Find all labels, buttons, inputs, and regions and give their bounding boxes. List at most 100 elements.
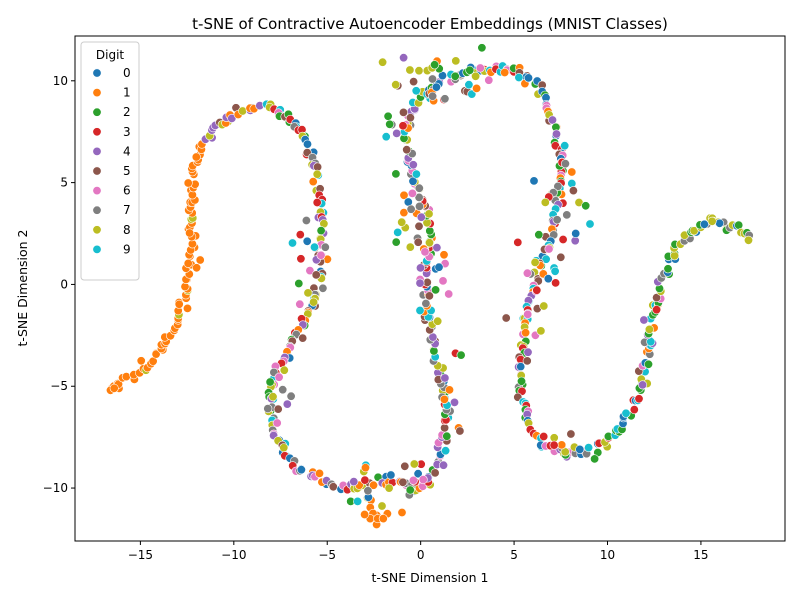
scatter-point [556, 252, 566, 262]
scatter-point [121, 372, 131, 382]
scatter-point [585, 219, 595, 229]
scatter-points [106, 43, 754, 529]
x-tick-label: −10 [221, 548, 246, 562]
scatter-point [405, 242, 415, 252]
scatter-point [553, 181, 563, 191]
legend-label: 0 [123, 66, 131, 80]
scatter-point [484, 75, 494, 85]
scatter-point [455, 426, 465, 436]
scatter-point [567, 167, 577, 177]
scatter-point [195, 255, 205, 265]
scatter-point [715, 218, 725, 228]
scatter-point [477, 43, 487, 53]
scatter-point [652, 305, 662, 315]
scatter-point [450, 71, 460, 81]
legend-marker [92, 205, 102, 215]
scatter-point [405, 113, 415, 123]
y-tick-label: −5 [50, 379, 68, 393]
scatter-point [449, 397, 459, 407]
scatter-point [183, 178, 193, 188]
scatter-point [634, 394, 644, 404]
scatter-point [406, 204, 416, 214]
scatter-point [415, 263, 425, 273]
scatter-point [523, 73, 533, 83]
scatter-point [663, 264, 673, 274]
scatter-point [414, 192, 424, 202]
scatter-point [109, 383, 119, 393]
plot-frame [74, 35, 786, 542]
scatter-point [522, 268, 532, 278]
scatter-point [183, 303, 193, 313]
scatter-point [414, 66, 424, 76]
scatter-point [399, 53, 409, 63]
legend-marker [92, 146, 102, 156]
scatter-point [402, 145, 412, 155]
scatter-point [428, 91, 438, 101]
scatter-point [534, 230, 544, 240]
y-axis-ticks: −10 −5 0 5 10 [43, 74, 75, 495]
scatter-point [541, 254, 551, 264]
scatter-point [456, 350, 466, 360]
scatter-point [386, 470, 396, 480]
scatter-point [295, 230, 305, 240]
scatter-point [432, 243, 442, 253]
scatter-point [465, 65, 475, 75]
scatter-point [296, 254, 306, 264]
scatter-point [566, 429, 576, 439]
legend-marker [92, 127, 102, 137]
scatter-point [279, 365, 289, 375]
scatter-point [415, 278, 425, 288]
scatter-point [562, 210, 572, 220]
scatter-point [523, 347, 533, 357]
scatter-point [439, 250, 449, 260]
scatter-point [391, 80, 401, 90]
scatter-point [514, 73, 524, 83]
scatter-point [440, 94, 450, 104]
x-axis-label: t-SNE Dimension 1 [372, 570, 489, 585]
legend-marker [92, 107, 102, 117]
scatter-point [544, 244, 554, 254]
scatter-point [273, 404, 283, 414]
scatter-point [349, 477, 359, 487]
scatter-point [413, 237, 423, 247]
scatter-point [191, 152, 201, 162]
x-tick-label: 0 [417, 548, 425, 562]
scatter-point [378, 57, 388, 67]
scatter-point [472, 83, 482, 93]
scatter-point [272, 418, 282, 428]
scatter-point [265, 377, 275, 387]
scatter-point [415, 305, 425, 315]
scatter-point [639, 315, 649, 325]
scatter-point [543, 274, 553, 284]
scatter-point [516, 376, 526, 386]
scatter-point [400, 461, 410, 471]
scatter-point [557, 440, 567, 450]
scatter-point [384, 483, 394, 493]
scatter-point [652, 293, 662, 303]
scatter-point [312, 198, 322, 208]
scatter-point [451, 56, 461, 66]
scatter-point [391, 237, 401, 247]
x-tick-label: −15 [128, 548, 153, 562]
scatter-point [414, 221, 424, 231]
scatter-point [385, 119, 395, 129]
legend-label: 2 [123, 105, 131, 119]
x-tick-label: 15 [693, 548, 708, 562]
scatter-point [418, 475, 428, 485]
scatter-point [734, 220, 744, 230]
scatter-point [353, 496, 363, 506]
y-axis-label: t-SNE Dimension 2 [15, 230, 30, 347]
scatter-point [392, 128, 402, 138]
scatter-point [316, 226, 326, 236]
scatter-point [183, 258, 193, 268]
scatter-point [581, 201, 591, 211]
scatter-point [308, 177, 318, 187]
scatter-point [424, 238, 434, 248]
y-tick-label: 0 [60, 277, 68, 291]
scatter-point [571, 229, 581, 239]
legend-marker [92, 166, 102, 176]
scatter-point [320, 242, 330, 252]
scatter-point [522, 356, 532, 366]
scatter-point [399, 208, 409, 218]
